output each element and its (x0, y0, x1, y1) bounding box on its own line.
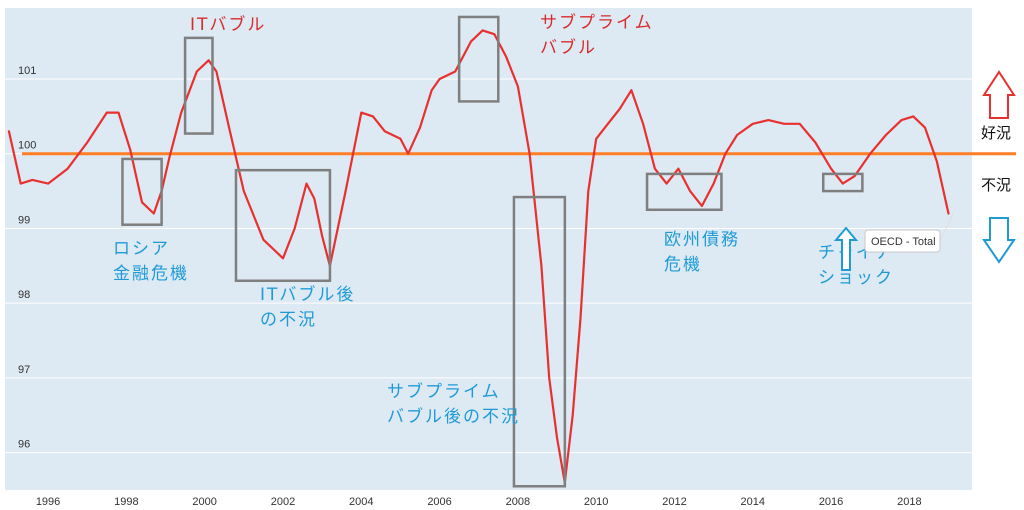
up-arrow-icon (982, 70, 1016, 119)
annotation-label-it-bubble: ITバブル (190, 14, 266, 35)
x-tick-label: 2002 (271, 496, 295, 508)
annotation-label-post-subprime: サブプライム (387, 381, 501, 402)
annotation-box-it-bubble (183, 36, 214, 135)
series-tooltip: OECD - Total (864, 209, 956, 253)
x-tick-label: 2000 (192, 496, 216, 508)
annotation-label-post-it-bubble: ITバブル後 (260, 284, 355, 305)
annotations: ITバブルロシア金融危機ITバブル後の不況サブプライムバブルサブプライムバブル後… (113, 12, 894, 488)
annotation-label-euro-crisis: 欧州債務 (664, 230, 740, 250)
annotation-box-russia-crisis (121, 157, 163, 226)
y-tick-label: 97 (18, 364, 30, 376)
annotation-label-subprime-bubble: サブプライム (540, 12, 654, 33)
annotation-label-subprime-bubble: バブル (540, 37, 597, 58)
annotation-label-euro-crisis: 危機 (664, 255, 702, 275)
grid-lines (5, 78, 972, 454)
y-tick-label: 98 (18, 289, 30, 301)
recession-label: 不況 (981, 176, 1011, 194)
plot-area (5, 8, 972, 490)
x-tick-label: 1998 (114, 496, 138, 508)
annotation-label-russia-crisis: ロシア (113, 239, 170, 259)
x-tick-label: 2004 (349, 496, 373, 508)
annotation-label-post-it-bubble: の不況 (260, 310, 317, 330)
x-tick-label: 2008 (506, 496, 530, 508)
x-tick-label: 1996 (36, 496, 60, 508)
annotation-label-china-shock: ショック (818, 268, 894, 288)
annotation-box-subprime-bubble (457, 15, 500, 103)
boom-label: 好況 (981, 124, 1011, 142)
tooltip-label: OECD - Total (871, 236, 936, 248)
x-tick-label: 2012 (662, 496, 686, 508)
annotation-box-post-subprime (512, 195, 567, 488)
x-tick-label: 2006 (427, 496, 451, 508)
pointer-arrow-icon (833, 226, 859, 271)
annotation-label-post-subprime: バブル後の不況 (387, 406, 520, 427)
x-tick-label: 2016 (819, 496, 843, 508)
y-tick-label: 101 (18, 65, 36, 77)
annotation-box-china-shock (821, 172, 864, 193)
down-arrow-icon (982, 217, 1016, 264)
y-axis-ticks: 96 97 98 99 100 101 (18, 65, 36, 451)
tooltip-pointer-line (939, 209, 956, 242)
y-tick-label: 100 (18, 140, 36, 152)
series-line-oecd-total[interactable] (7, 29, 950, 484)
annotation-box-post-it-bubble (234, 168, 332, 283)
x-tick-label: 2010 (584, 496, 608, 508)
tooltip-box (864, 229, 941, 253)
annotation-label-russia-crisis: 金融危機 (113, 264, 189, 284)
annotation-box-euro-crisis (645, 172, 723, 212)
side-legend: 好況 不況 (981, 70, 1016, 264)
x-tick-label: 2018 (897, 496, 921, 508)
x-axis-ticks: 1996 1998 2000 2002 2004 2006 2008 2010 2012 2014… (36, 496, 922, 508)
y-tick-label: 99 (18, 214, 30, 226)
y-tick-label: 96 (18, 439, 30, 451)
x-tick-label: 2014 (741, 496, 765, 508)
